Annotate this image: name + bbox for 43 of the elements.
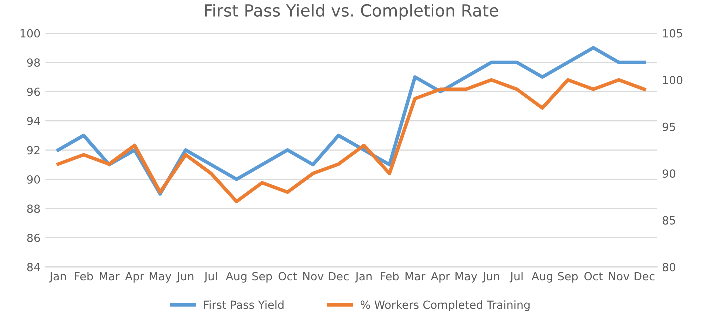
y-tick-label: 100: [20, 29, 40, 38]
x-tick-label: Feb: [380, 272, 399, 281]
x-tick-label: Sep: [252, 272, 272, 283]
x-tick-label: Feb: [75, 272, 94, 281]
y2-tick-label: 80: [662, 263, 676, 272]
x-tick-label: Jan: [49, 272, 66, 283]
y2-tick-label: 105: [663, 29, 682, 38]
x-tick-label: Jun: [176, 272, 194, 283]
x-tick-label: Oct: [584, 272, 603, 281]
y2-tick-label: 100: [663, 76, 683, 85]
y-tick-label: 86: [27, 234, 40, 242]
legend-label: % Workers Completed Training: [360, 300, 530, 312]
y-tick-label: 84: [27, 263, 40, 272]
x-tick-label: May: [456, 272, 478, 283]
x-tick-label: Jul: [204, 272, 217, 283]
x-tick-label: Oct: [278, 272, 298, 281]
y-tick-label: 96: [27, 88, 40, 96]
x-tick-label: Aug: [226, 272, 247, 283]
x-tick-label: May: [150, 272, 172, 283]
y-tick-label: 90: [27, 176, 40, 184]
legend-label: First Pass Yield: [204, 300, 284, 310]
x-tick-label: Dec: [329, 272, 349, 281]
y2-tick-label: 85: [662, 216, 676, 225]
y-tick-label: 88: [27, 204, 40, 214]
x-tick-label: Sep: [558, 272, 578, 283]
x-tick-label: Nov: [304, 272, 324, 281]
x-tick-label: Jan: [355, 272, 372, 283]
y2-tick-label: 95: [662, 122, 676, 132]
x-tick-label: Jul: [510, 272, 523, 283]
x-tick-label: Mar: [100, 272, 120, 281]
y-tick-label: 94: [27, 117, 40, 126]
line-series: [56, 78, 646, 204]
chart-title: First Pass Yield vs. Completion Rate: [205, 4, 498, 20]
x-tick-label: Apr: [125, 272, 144, 283]
y-tick-label: 92: [27, 146, 40, 155]
x-tick-label: Dec: [634, 272, 655, 281]
x-tick-label: Apr: [431, 272, 450, 283]
x-tick-label: Jun: [482, 272, 500, 283]
x-tick-label: Nov: [609, 272, 630, 281]
y2-tick-label: 90: [662, 170, 676, 178]
x-tick-label: Mar: [406, 272, 426, 281]
x-tick-label: Aug: [532, 272, 552, 283]
y-tick-label: 98: [27, 58, 40, 68]
